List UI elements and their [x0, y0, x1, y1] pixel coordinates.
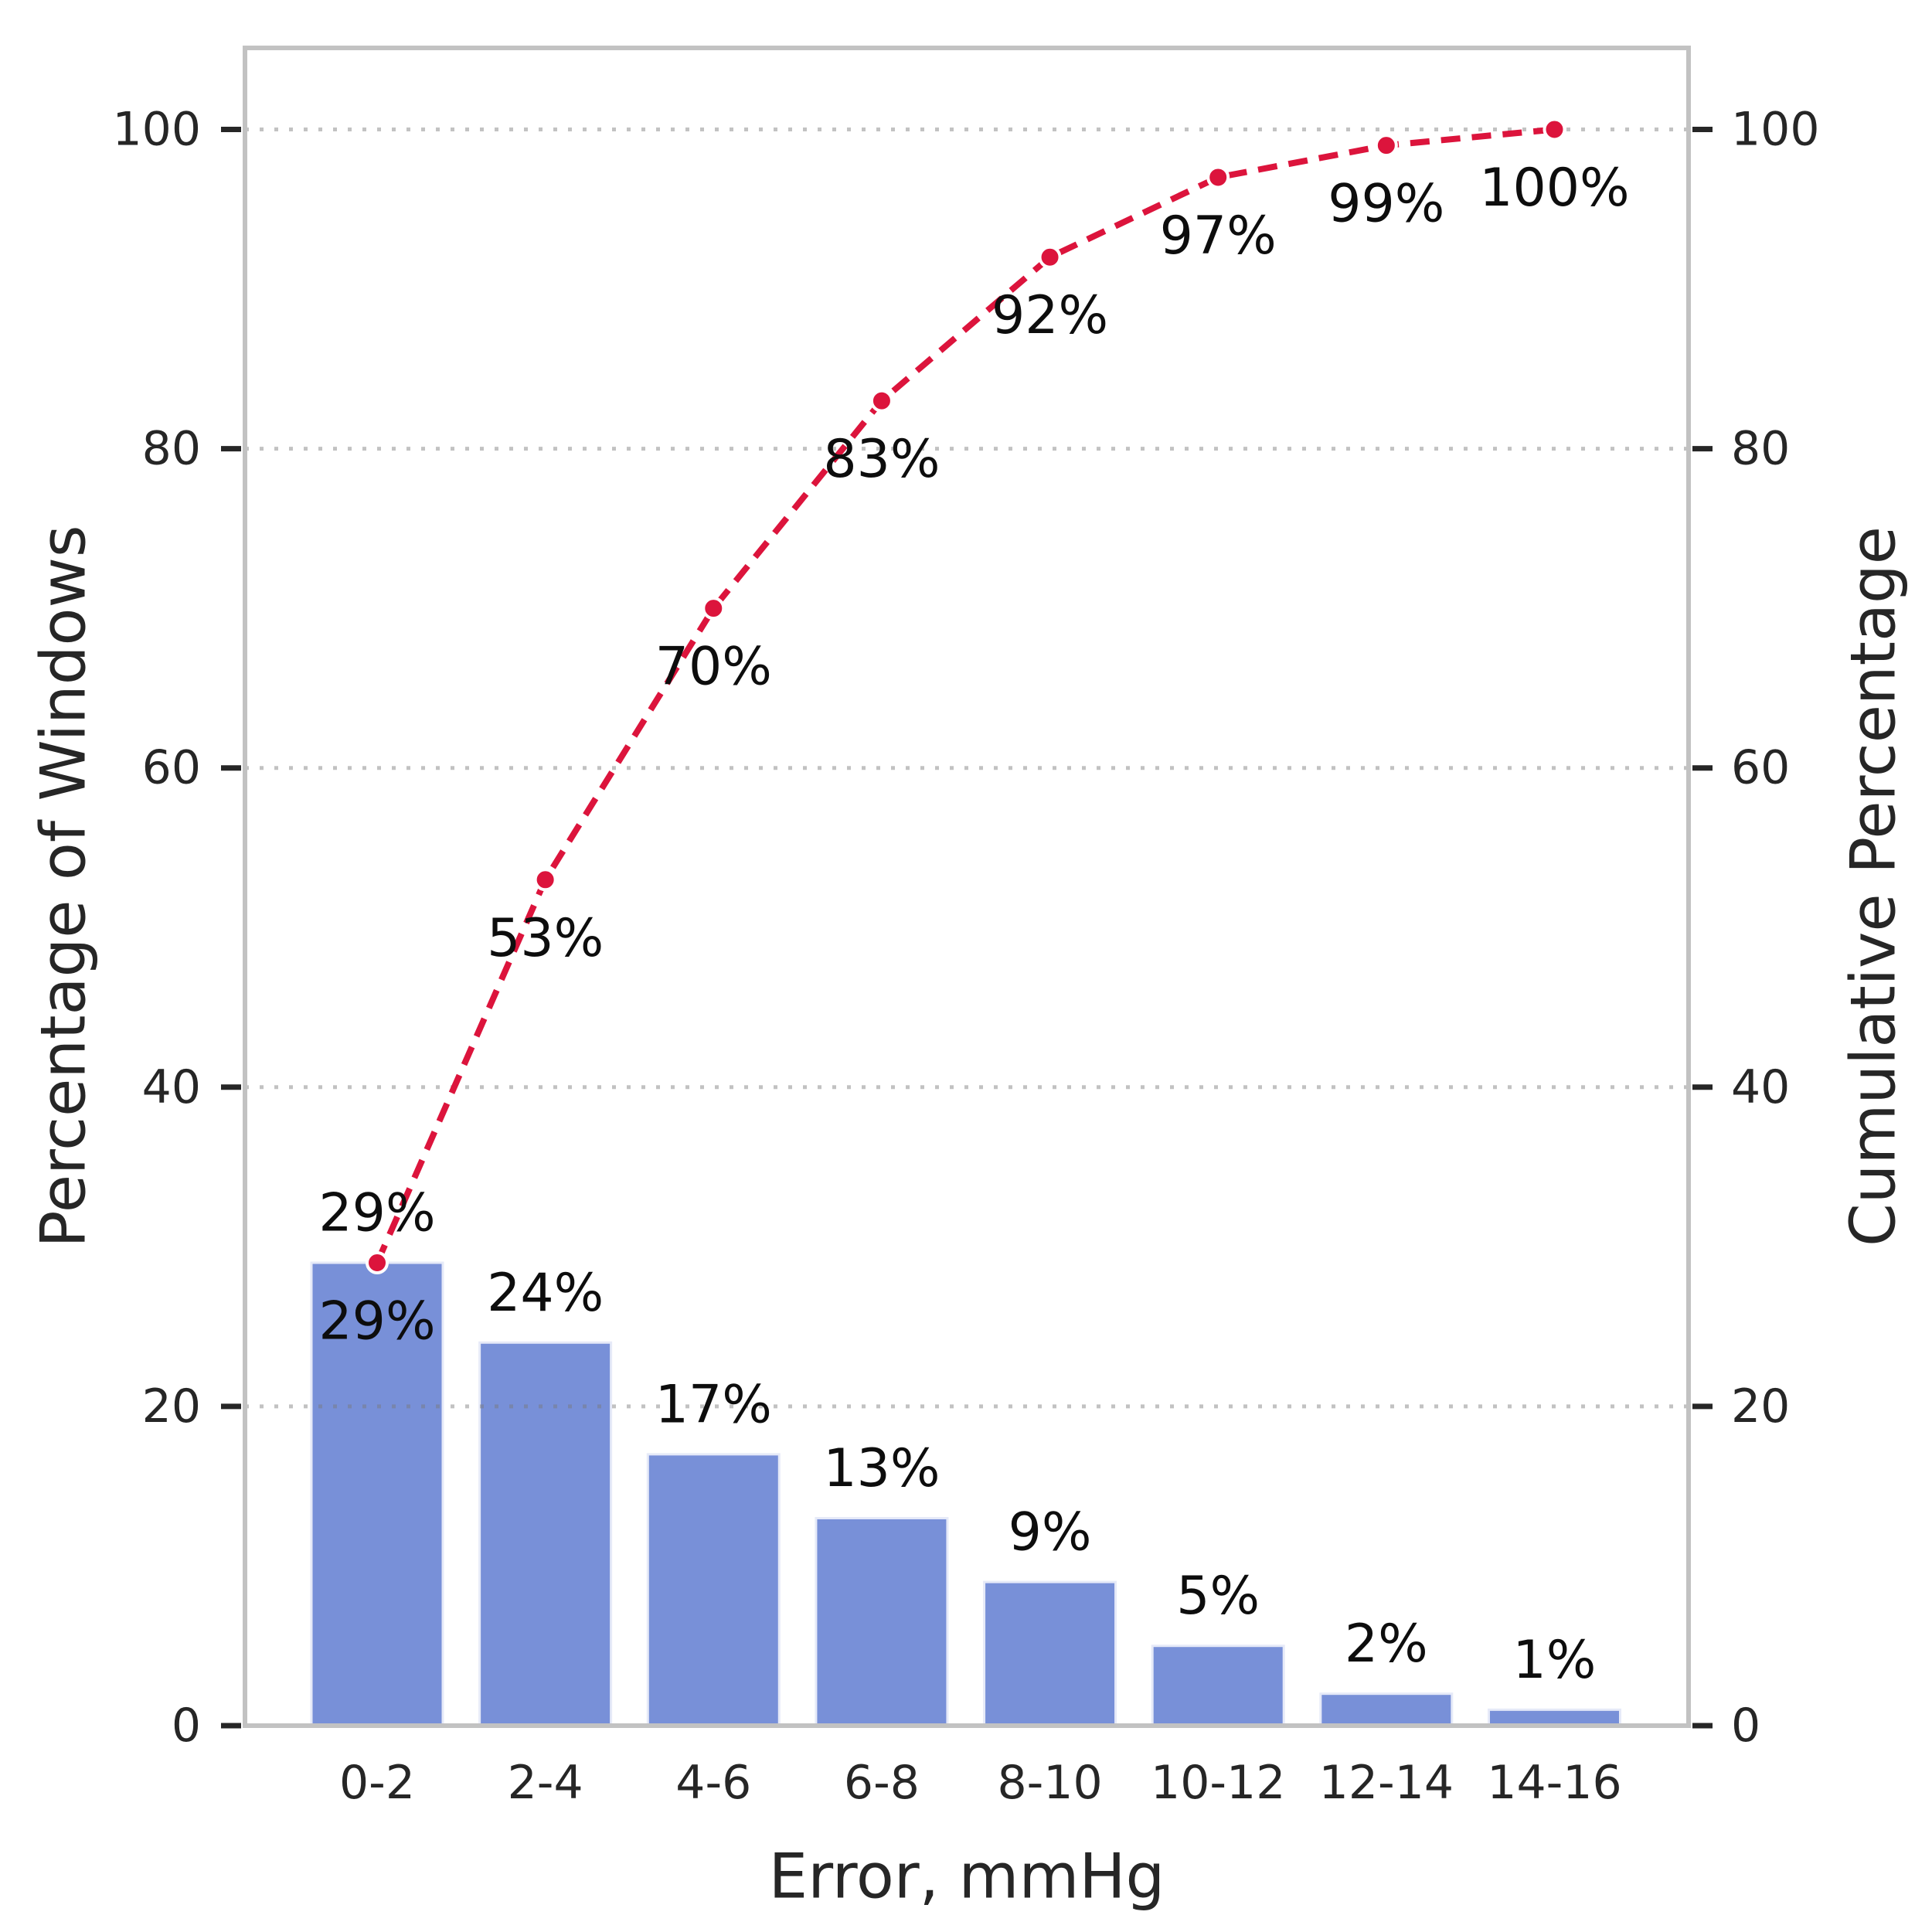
cumulative-marker	[533, 868, 557, 892]
cumulative-marker	[869, 389, 893, 413]
left-y-axis-title: Percentage of Windows	[28, 525, 100, 1247]
cumulative-marker	[1543, 117, 1566, 141]
bar	[310, 1261, 444, 1727]
bar-value-label: 5%	[1176, 1566, 1260, 1627]
left-y-tick-label: 0	[172, 1699, 201, 1753]
right-y-tick-label: 20	[1731, 1379, 1790, 1434]
bar	[983, 1580, 1117, 1727]
cumulative-value-label: 100%	[1479, 158, 1629, 219]
x-tick-label: 6-8	[844, 1756, 920, 1810]
cumulative-line-layer	[366, 117, 1566, 1275]
x-tick-label: 10-12	[1151, 1756, 1285, 1810]
bar	[1151, 1645, 1285, 1727]
cumulative-value-label: 83%	[823, 429, 940, 490]
cumulative-value-label: 92%	[992, 285, 1108, 346]
gridlines-layer	[245, 128, 1689, 1409]
cumulative-line	[374, 126, 1555, 1264]
right-y-tick-label: 0	[1731, 1699, 1760, 1753]
plot-border	[243, 46, 1691, 1728]
x-tick-label: 12-14	[1319, 1756, 1454, 1810]
left-y-tick-label: 60	[142, 741, 201, 795]
bar-value-label: 17%	[655, 1374, 772, 1435]
cumulative-marker	[1374, 134, 1398, 158]
bar	[478, 1341, 613, 1727]
data-labels-layer: 29% 24% 17% 13% 9% 5% 2% 1% 29% 53% 70% 83% 92% 97% 99…	[318, 158, 1629, 1691]
left-y-tick-label: 80	[142, 422, 201, 476]
x-tick-label: 4-6	[675, 1756, 751, 1810]
right-y-tick-label: 80	[1731, 422, 1790, 476]
left-y-tick-label: 100	[112, 103, 201, 157]
bar-value-label: 9%	[1009, 1502, 1092, 1563]
x-tick-label: 8-10	[997, 1756, 1102, 1810]
cumulative-value-label: 53%	[487, 908, 604, 969]
right-y-tick-label: 100	[1731, 103, 1820, 157]
right-y-tick-label: 60	[1731, 741, 1790, 795]
bar	[815, 1516, 949, 1727]
right-y-tick-label: 40	[1731, 1060, 1790, 1114]
left-y-tick-label: 40	[142, 1060, 201, 1114]
x-axis-title: Error, mmHg	[769, 1841, 1165, 1913]
cumulative-marker	[1206, 165, 1230, 189]
bar-value-label: 1%	[1513, 1630, 1597, 1691]
cumulative-value-label: 99%	[1328, 174, 1444, 235]
x-tick-label: 14-16	[1487, 1756, 1621, 1810]
cumulative-marker	[702, 597, 726, 621]
cumulative-value-label: 97%	[1160, 206, 1277, 267]
left-y-tick-label: 20	[142, 1379, 201, 1434]
bars-layer	[310, 1261, 1621, 1727]
bar-value-label: 29%	[318, 1183, 435, 1244]
bar	[1487, 1708, 1621, 1727]
bar	[646, 1453, 781, 1727]
cumulative-value-label: 29%	[318, 1291, 435, 1352]
bar-value-label: 2%	[1345, 1614, 1428, 1675]
right-y-axis-title: Cumulative Percentage	[1838, 526, 1910, 1247]
x-tick-label: 2-4	[508, 1756, 583, 1810]
bar-value-label: 13%	[823, 1438, 940, 1499]
bar-value-label: 24%	[487, 1263, 604, 1324]
axis-ticks-layer: 0 20 40 60 80 100 0 20 40 60 80 100 0-2 2-4 4-6 6-8 8-10…	[112, 103, 1819, 1811]
cumulative-value-label: 70%	[655, 637, 772, 698]
cumulative-marker	[366, 1251, 389, 1275]
cumulative-marker	[1038, 245, 1062, 269]
x-tick-label: 0-2	[339, 1756, 415, 1810]
bar	[1319, 1692, 1454, 1727]
